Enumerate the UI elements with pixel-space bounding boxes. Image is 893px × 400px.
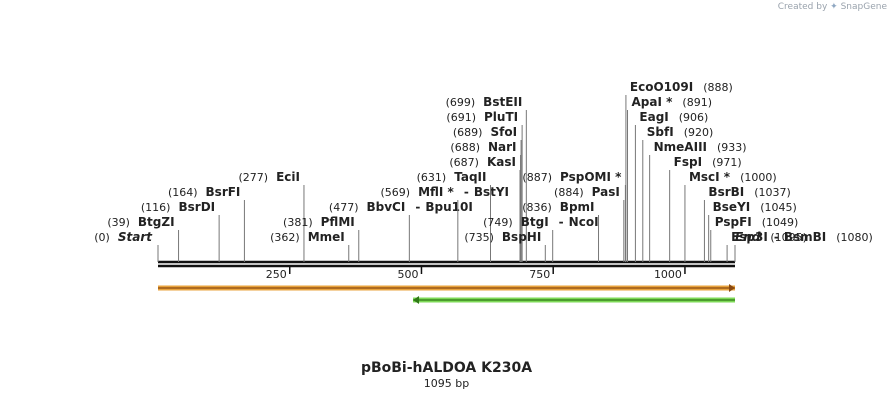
site-name: BpmI <box>560 200 595 214</box>
site-position: (277) <box>238 171 268 184</box>
site-name: SbfI <box>647 125 674 139</box>
site-position: (906) <box>679 111 709 124</box>
end-label: Start <box>118 230 153 244</box>
site-position: (699) <box>446 96 476 109</box>
site-name: PspOMI * <box>560 170 622 184</box>
site-partner-name: Bpu10I <box>425 200 472 214</box>
site-name: PasI <box>592 185 620 199</box>
site-name: KasI <box>487 155 516 169</box>
branding-logo-text: SnapGene <box>840 2 887 12</box>
site-position: (884) <box>554 186 584 199</box>
site-position: (749) <box>483 216 513 229</box>
site-name: ApaI * <box>632 95 674 109</box>
site-position: (39) <box>107 216 130 229</box>
site-separator: - <box>559 215 564 229</box>
site-position: (1000) <box>740 171 777 184</box>
site-position: (569) <box>380 186 410 199</box>
site-position: (1045) <box>760 201 797 214</box>
site-name: BstEII <box>483 95 522 109</box>
scale-tick-label: 1000 <box>654 268 682 281</box>
branding-prefix: Created by <box>777 2 828 12</box>
site-position: (920) <box>684 126 714 139</box>
site-separator: - <box>774 230 779 244</box>
site-position: (888) <box>703 81 733 94</box>
site-position: (887) <box>522 171 552 184</box>
feature-arrow <box>158 284 735 292</box>
site-position: (891) <box>682 96 712 109</box>
site-separator: - <box>464 185 469 199</box>
site-name: EcoO109I <box>630 80 693 94</box>
scale-tick-label: 750 <box>529 268 550 281</box>
feature-arrow <box>413 296 735 304</box>
site-name: Esp3I <box>731 230 768 244</box>
site-name: BtgZI <box>138 215 175 229</box>
site-name: MmeI <box>308 230 345 244</box>
site-position: (477) <box>329 201 359 214</box>
site-position: (362) <box>270 231 300 244</box>
site-position: (164) <box>168 186 198 199</box>
site-position: (1037) <box>754 186 791 199</box>
site-name: NmeAIII <box>654 140 707 154</box>
site-position: (688) <box>450 141 480 154</box>
site-name: BbvCI <box>367 200 406 214</box>
end-label: End <box>735 230 761 244</box>
scale-tick-label: 500 <box>397 268 418 281</box>
site-name: BsrDI <box>178 200 215 214</box>
site-name: PspFI <box>715 215 752 229</box>
site-name: BseYI <box>713 200 751 214</box>
site-position: (933) <box>717 141 747 154</box>
site-position: (691) <box>446 111 476 124</box>
site-name: FspI <box>674 155 702 169</box>
site-position: (1095) <box>770 231 807 244</box>
site-name: MscI * <box>689 170 731 184</box>
snapgene-branding: Created by ✦ SnapGene <box>778 2 887 12</box>
scale-tick-label: 250 <box>266 268 287 281</box>
site-partner-name: BsmBI <box>784 230 826 244</box>
site-name: BspHI <box>502 230 541 244</box>
site-position: (735) <box>464 231 494 244</box>
site-name: PluTI <box>484 110 518 124</box>
linear-map: 250 500 750 1000 Start (0) End (1095) BtgZI (39) B… <box>94 80 873 304</box>
site-name: EagI <box>639 110 668 124</box>
snapgene-logo-icon: ✦ <box>830 2 838 12</box>
site-name: BsrBI <box>708 185 744 199</box>
site-name: SfoI <box>490 125 517 139</box>
site-name: TaqII <box>454 170 486 184</box>
site-partner-name: BstYI <box>474 185 509 199</box>
site-name: EciI <box>276 170 300 184</box>
site-position: (687) <box>449 156 479 169</box>
site-position: (0) <box>94 231 110 244</box>
site-position: (381) <box>283 216 313 229</box>
site-position: (689) <box>453 126 483 139</box>
plasmid-length: 1095 bp <box>423 377 470 390</box>
site-partner-name: NcoI <box>569 215 599 229</box>
site-separator: - <box>415 200 420 214</box>
site-name: BtgI <box>521 215 549 229</box>
plasmid-name: pBoBi-hALDOA K230A <box>360 360 533 376</box>
site-position: (116) <box>141 201 171 214</box>
site-name: BsrFI <box>206 185 241 199</box>
site-position: (1080) <box>836 231 873 244</box>
site-name: NarI <box>488 140 517 154</box>
site-position: (836) <box>522 201 552 214</box>
site-position: (971) <box>712 156 742 169</box>
site-name: PflMI <box>321 215 355 229</box>
site-name: MflI * <box>418 185 454 199</box>
site-position: (1049) <box>762 216 799 229</box>
site-position: (631) <box>417 171 447 184</box>
